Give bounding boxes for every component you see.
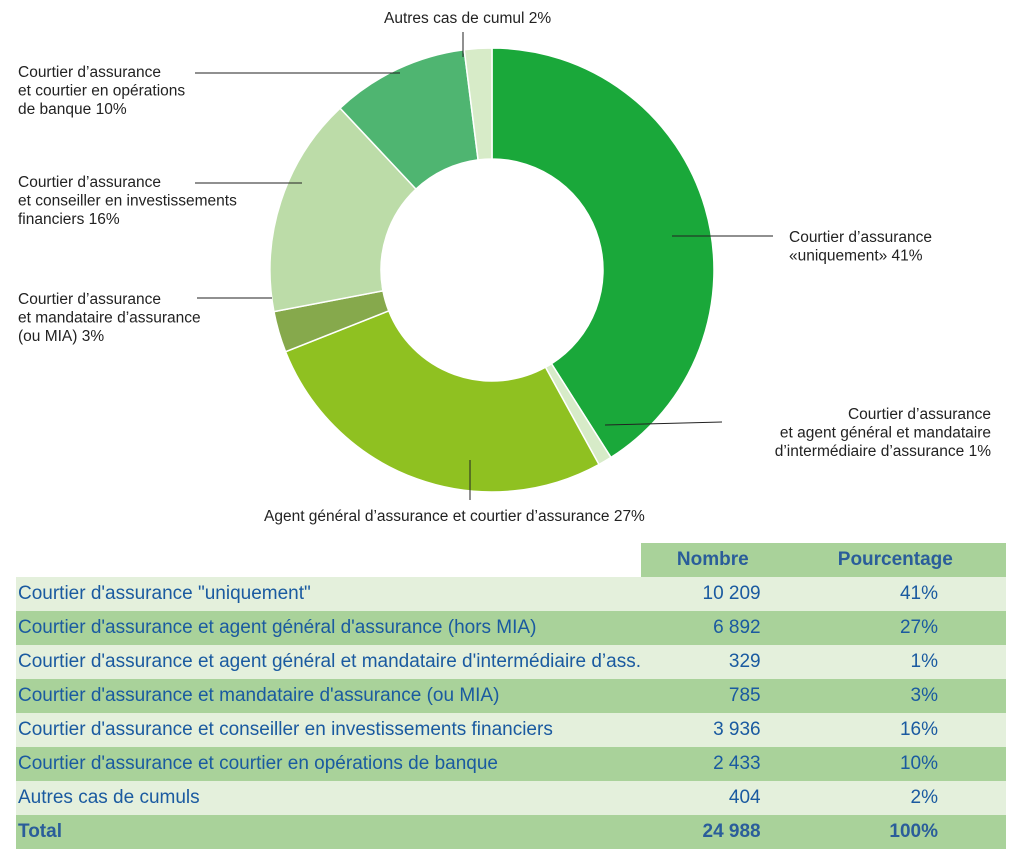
slice-label: Courtier d’assurance et conseiller en inv… [18, 174, 237, 228]
header-blank [16, 543, 641, 577]
row-percent: 1% [784, 645, 1006, 679]
row-count: 3 936 [641, 713, 785, 747]
row-label: Courtier d'assurance "uniquement" [16, 577, 641, 611]
row-label: Courtier d'assurance et mandataire d'ass… [16, 679, 641, 713]
table-row: Courtier d'assurance et mandataire d'ass… [16, 679, 1006, 713]
slice-label: Autres cas de cumul 2% [384, 10, 551, 27]
row-count: 6 892 [641, 611, 785, 645]
header-pourcentage: Pourcentage [784, 543, 1006, 577]
table-total-row: Total 24 988 100% [16, 815, 1006, 849]
table-row: Courtier d'assurance et agent général et… [16, 645, 1006, 679]
total-label: Total [16, 815, 641, 849]
donut-slice [491, 47, 715, 459]
row-count: 2 433 [641, 747, 785, 781]
total-percent: 100% [784, 815, 1006, 849]
row-count: 10 209 [641, 577, 785, 611]
slice-label: Courtier d’assurance et courtier en opéra… [18, 64, 185, 118]
row-count: 404 [641, 781, 785, 815]
slice-label: Courtier d’assurance «uniquement» 41% [789, 229, 932, 265]
row-percent: 16% [784, 713, 1006, 747]
table-row: Courtier d'assurance "uniquement" 10 209… [16, 577, 1006, 611]
row-label: Courtier d'assurance et conseiller en in… [16, 713, 641, 747]
row-count: 329 [641, 645, 785, 679]
donut-slice [269, 107, 418, 313]
slice-label: Courtier d’assurance et mandataire d’assu… [18, 291, 201, 345]
table-row: Courtier d'assurance et courtier en opér… [16, 747, 1006, 781]
donut-slice [284, 309, 600, 493]
slice-label: Courtier d’assurance et agent général et … [775, 406, 991, 460]
row-label: Autres cas de cumuls [16, 781, 641, 815]
row-percent: 2% [784, 781, 1006, 815]
row-count: 785 [641, 679, 785, 713]
row-label: Courtier d'assurance et agent général d'… [16, 611, 641, 645]
total-count: 24 988 [641, 815, 785, 849]
row-percent: 10% [784, 747, 1006, 781]
slice-label: Agent général d’assurance et courtier d’… [264, 508, 645, 525]
table-header-row: Nombre Pourcentage [16, 543, 1006, 577]
data-table: Nombre Pourcentage Courtier d'assurance … [16, 543, 1006, 849]
donut-chart: Courtier d’assurance «uniquement» 41% Cour… [18, 10, 991, 525]
header-nombre: Nombre [641, 543, 785, 577]
donut-slice [463, 47, 493, 161]
table-row: Autres cas de cumuls 404 2% [16, 781, 1006, 815]
row-percent: 41% [784, 577, 1006, 611]
table-row: Courtier d'assurance et agent général d'… [16, 611, 1006, 645]
row-label: Courtier d'assurance et courtier en opér… [16, 747, 641, 781]
table-row: Courtier d'assurance et conseiller en in… [16, 713, 1006, 747]
row-percent: 3% [784, 679, 1006, 713]
leader-line [604, 421, 723, 426]
row-percent: 27% [784, 611, 1006, 645]
row-label: Courtier d'assurance et agent général et… [16, 645, 641, 679]
